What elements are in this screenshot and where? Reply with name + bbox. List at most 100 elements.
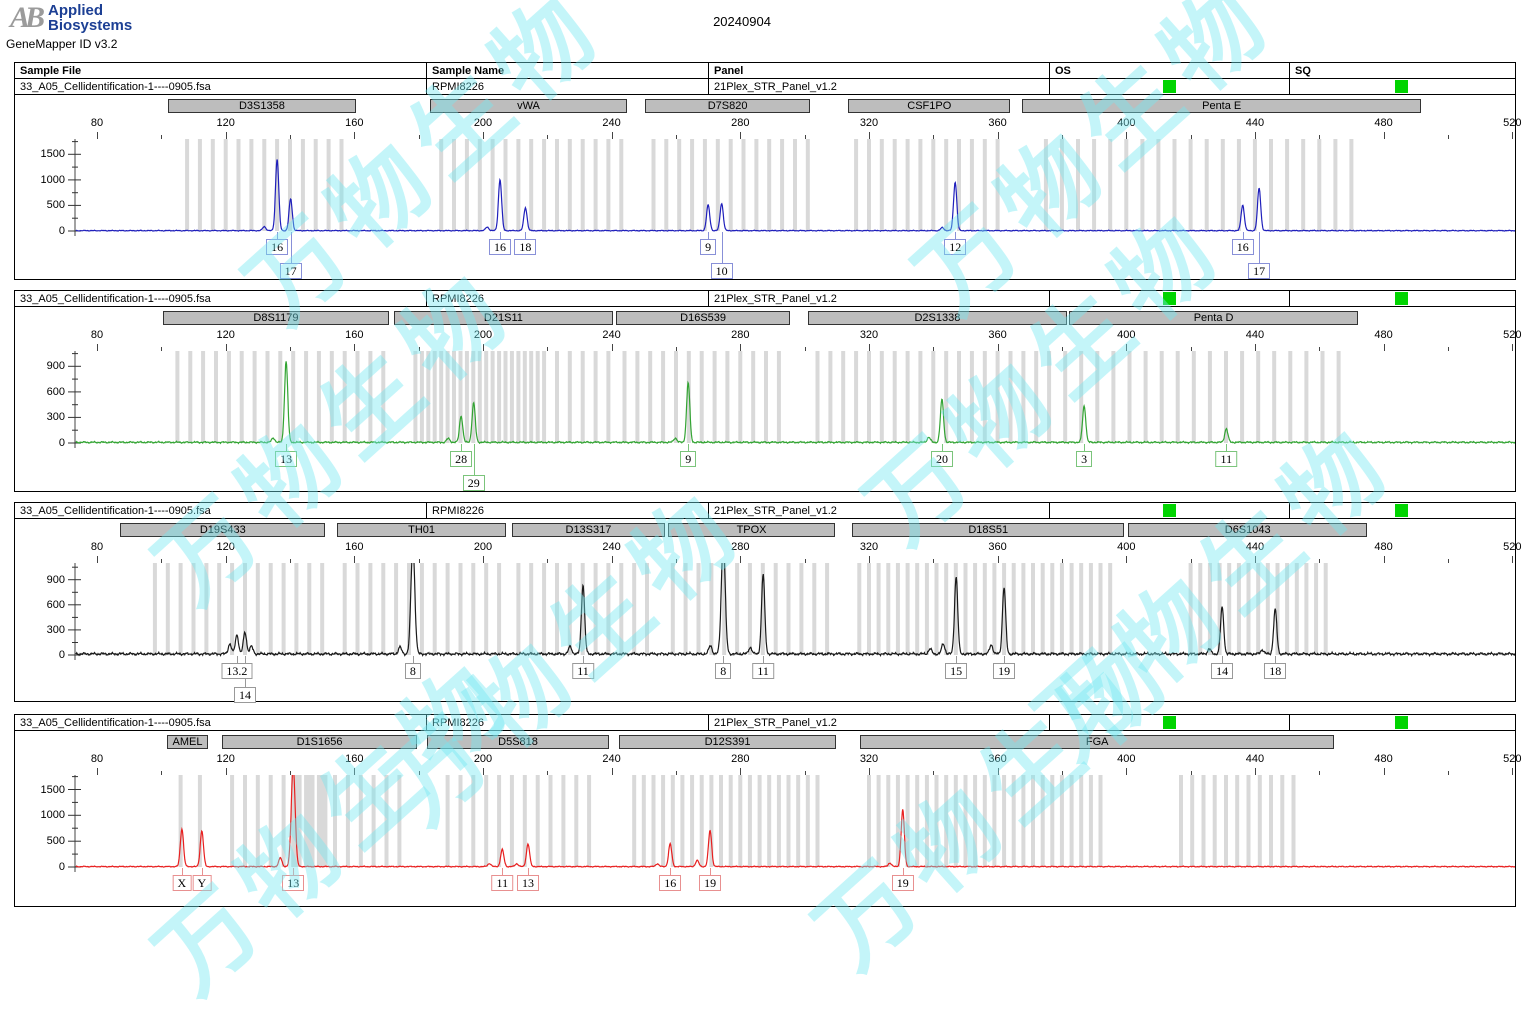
os-cell[interactable] (1050, 79, 1290, 94)
marker-box-d13s317: D13S317 (511, 523, 665, 537)
table-header-row: Sample File Sample Name Panel OS SQ (15, 63, 1515, 79)
x-tick-label: 400 (1117, 117, 1136, 129)
marker-box-d3s1358: D3S1358 (167, 99, 356, 113)
allele-label[interactable]: 13 (517, 875, 539, 891)
allele-bin (747, 775, 752, 867)
allele-label[interactable]: 17 (279, 263, 302, 279)
allele-label[interactable]: 19 (699, 875, 722, 891)
x-tick-major (354, 556, 356, 563)
allele-label[interactable]: 18 (514, 239, 537, 255)
allele-label[interactable]: 16 (659, 875, 682, 891)
x-tick-minor (418, 135, 420, 139)
sample-file-cell[interactable]: 33_A05_Cellidentification-1----0905.fsa (15, 79, 427, 94)
allele-label[interactable]: 15 (945, 663, 968, 679)
allele-label[interactable]: 8 (404, 663, 421, 679)
allele-label[interactable]: 29 (462, 475, 485, 491)
sample-name-cell[interactable]: RPMI8226 (427, 503, 709, 518)
sq-cell[interactable] (1290, 503, 1513, 518)
allele-label[interactable]: 18 (1264, 663, 1287, 679)
allele-label[interactable]: 13.2 (221, 663, 253, 679)
allele-label[interactable]: 11 (1215, 451, 1238, 467)
sample-row[interactable]: 33_A05_Cellidentification-1----0905.fsa R… (15, 291, 1515, 307)
allele-label[interactable]: 11 (491, 875, 514, 891)
allele-bin (1291, 775, 1296, 867)
allele-bin (924, 775, 929, 867)
trace-plot[interactable] (15, 563, 1515, 661)
allele-label[interactable]: 17 (1248, 263, 1271, 279)
allele-bin (767, 775, 772, 867)
sample-name-cell[interactable]: RPMI8226 (427, 291, 709, 306)
allele-label[interactable]: 3 (1076, 451, 1093, 467)
allele-label[interactable]: 11 (752, 663, 774, 679)
sq-cell[interactable] (1290, 715, 1513, 730)
trace-plot[interactable] (15, 351, 1515, 449)
allele-bin (641, 775, 646, 867)
allele-bin (1256, 351, 1261, 443)
allele-bin (699, 351, 704, 443)
allele-bin (728, 775, 733, 867)
allele-leader-line (721, 232, 723, 263)
x-tick-minor (1190, 771, 1192, 775)
allele-bin (587, 775, 592, 867)
x-tick-minor (161, 771, 163, 775)
allele-bin (300, 139, 305, 231)
panel-name-cell[interactable]: 21Plex_STR_Panel_v1.2 (709, 715, 1050, 730)
allele-label[interactable]: 19 (993, 663, 1016, 679)
allele-bin (249, 139, 254, 231)
allele-bin (1188, 563, 1193, 655)
x-tick-major (1254, 344, 1256, 351)
sample-row[interactable]: 33_A05_Cellidentification-1----0905.fsa R… (15, 503, 1515, 519)
x-tick-major (1254, 132, 1256, 139)
sample-file-cell[interactable]: 33_A05_Cellidentification-1----0905.fsa (15, 715, 427, 730)
sample-file-cell[interactable]: 33_A05_Cellidentification-1----0905.fsa (15, 503, 427, 518)
allele-leader-line (286, 444, 288, 451)
sample-name-cell[interactable]: RPMI8226 (427, 79, 709, 94)
allele-bin (191, 563, 196, 655)
allele-label[interactable]: 10 (710, 263, 733, 279)
sq-cell[interactable] (1290, 291, 1513, 306)
sample-name-cell[interactable]: RPMI8226 (427, 715, 709, 730)
allele-bin (268, 775, 273, 867)
allele-label[interactable]: 16 (266, 239, 289, 255)
allele-label[interactable]: Y (192, 875, 212, 891)
allele-bin (857, 563, 862, 655)
panel-name-cell[interactable]: 21Plex_STR_Panel_v1.2 (709, 503, 1050, 518)
allele-label[interactable]: X (172, 875, 192, 891)
os-cell[interactable] (1050, 291, 1290, 306)
x-tick-major (225, 132, 227, 139)
os-cell[interactable] (1050, 715, 1290, 730)
sample-row[interactable]: 33_A05_Cellidentification-1----0905.fsa R… (15, 715, 1515, 731)
allele-label[interactable]: 9 (680, 451, 697, 467)
marker-box-amel: AMEL (167, 735, 208, 749)
allele-label[interactable]: 16 (489, 239, 511, 255)
allele-label[interactable]: 19 (891, 875, 914, 891)
sq-cell[interactable] (1290, 79, 1513, 94)
sample-file-cell[interactable]: 33_A05_Cellidentification-1----0905.fsa (15, 291, 427, 306)
allele-bin (867, 139, 871, 231)
allele-bin (931, 351, 936, 443)
allele-label[interactable]: 14 (1211, 663, 1234, 679)
allele-label[interactable]: 12 (944, 239, 967, 255)
x-tick-minor (418, 347, 420, 351)
allele-label[interactable]: 11 (572, 663, 594, 679)
panel-name-cell[interactable]: 21Plex_STR_Panel_v1.2 (709, 79, 1050, 94)
allele-bin (432, 563, 437, 655)
trace-plot[interactable] (15, 775, 1515, 873)
allele-label[interactable]: 14 (234, 687, 256, 703)
allele-label[interactable]: 20 (931, 451, 953, 467)
x-tick-major (869, 556, 870, 563)
allele-label[interactable]: 8 (715, 663, 732, 679)
allele-label[interactable]: 16 (1231, 239, 1254, 255)
x-tick-minor (1061, 135, 1063, 139)
sample-row[interactable]: 33_A05_Cellidentification-1----0905.fsa R… (15, 79, 1515, 95)
allele-label[interactable]: 28 (450, 451, 473, 467)
panel-name-cell[interactable]: 21Plex_STR_Panel_v1.2 (709, 291, 1050, 306)
allele-label[interactable]: 9 (700, 239, 717, 255)
allele-label[interactable]: 13 (275, 451, 298, 467)
x-tick-minor (418, 559, 420, 563)
allele-bin (1172, 139, 1177, 231)
allele-bin (497, 563, 502, 655)
os-cell[interactable] (1050, 503, 1290, 518)
allele-label[interactable]: 13 (282, 875, 305, 891)
trace-plot[interactable] (15, 139, 1515, 237)
